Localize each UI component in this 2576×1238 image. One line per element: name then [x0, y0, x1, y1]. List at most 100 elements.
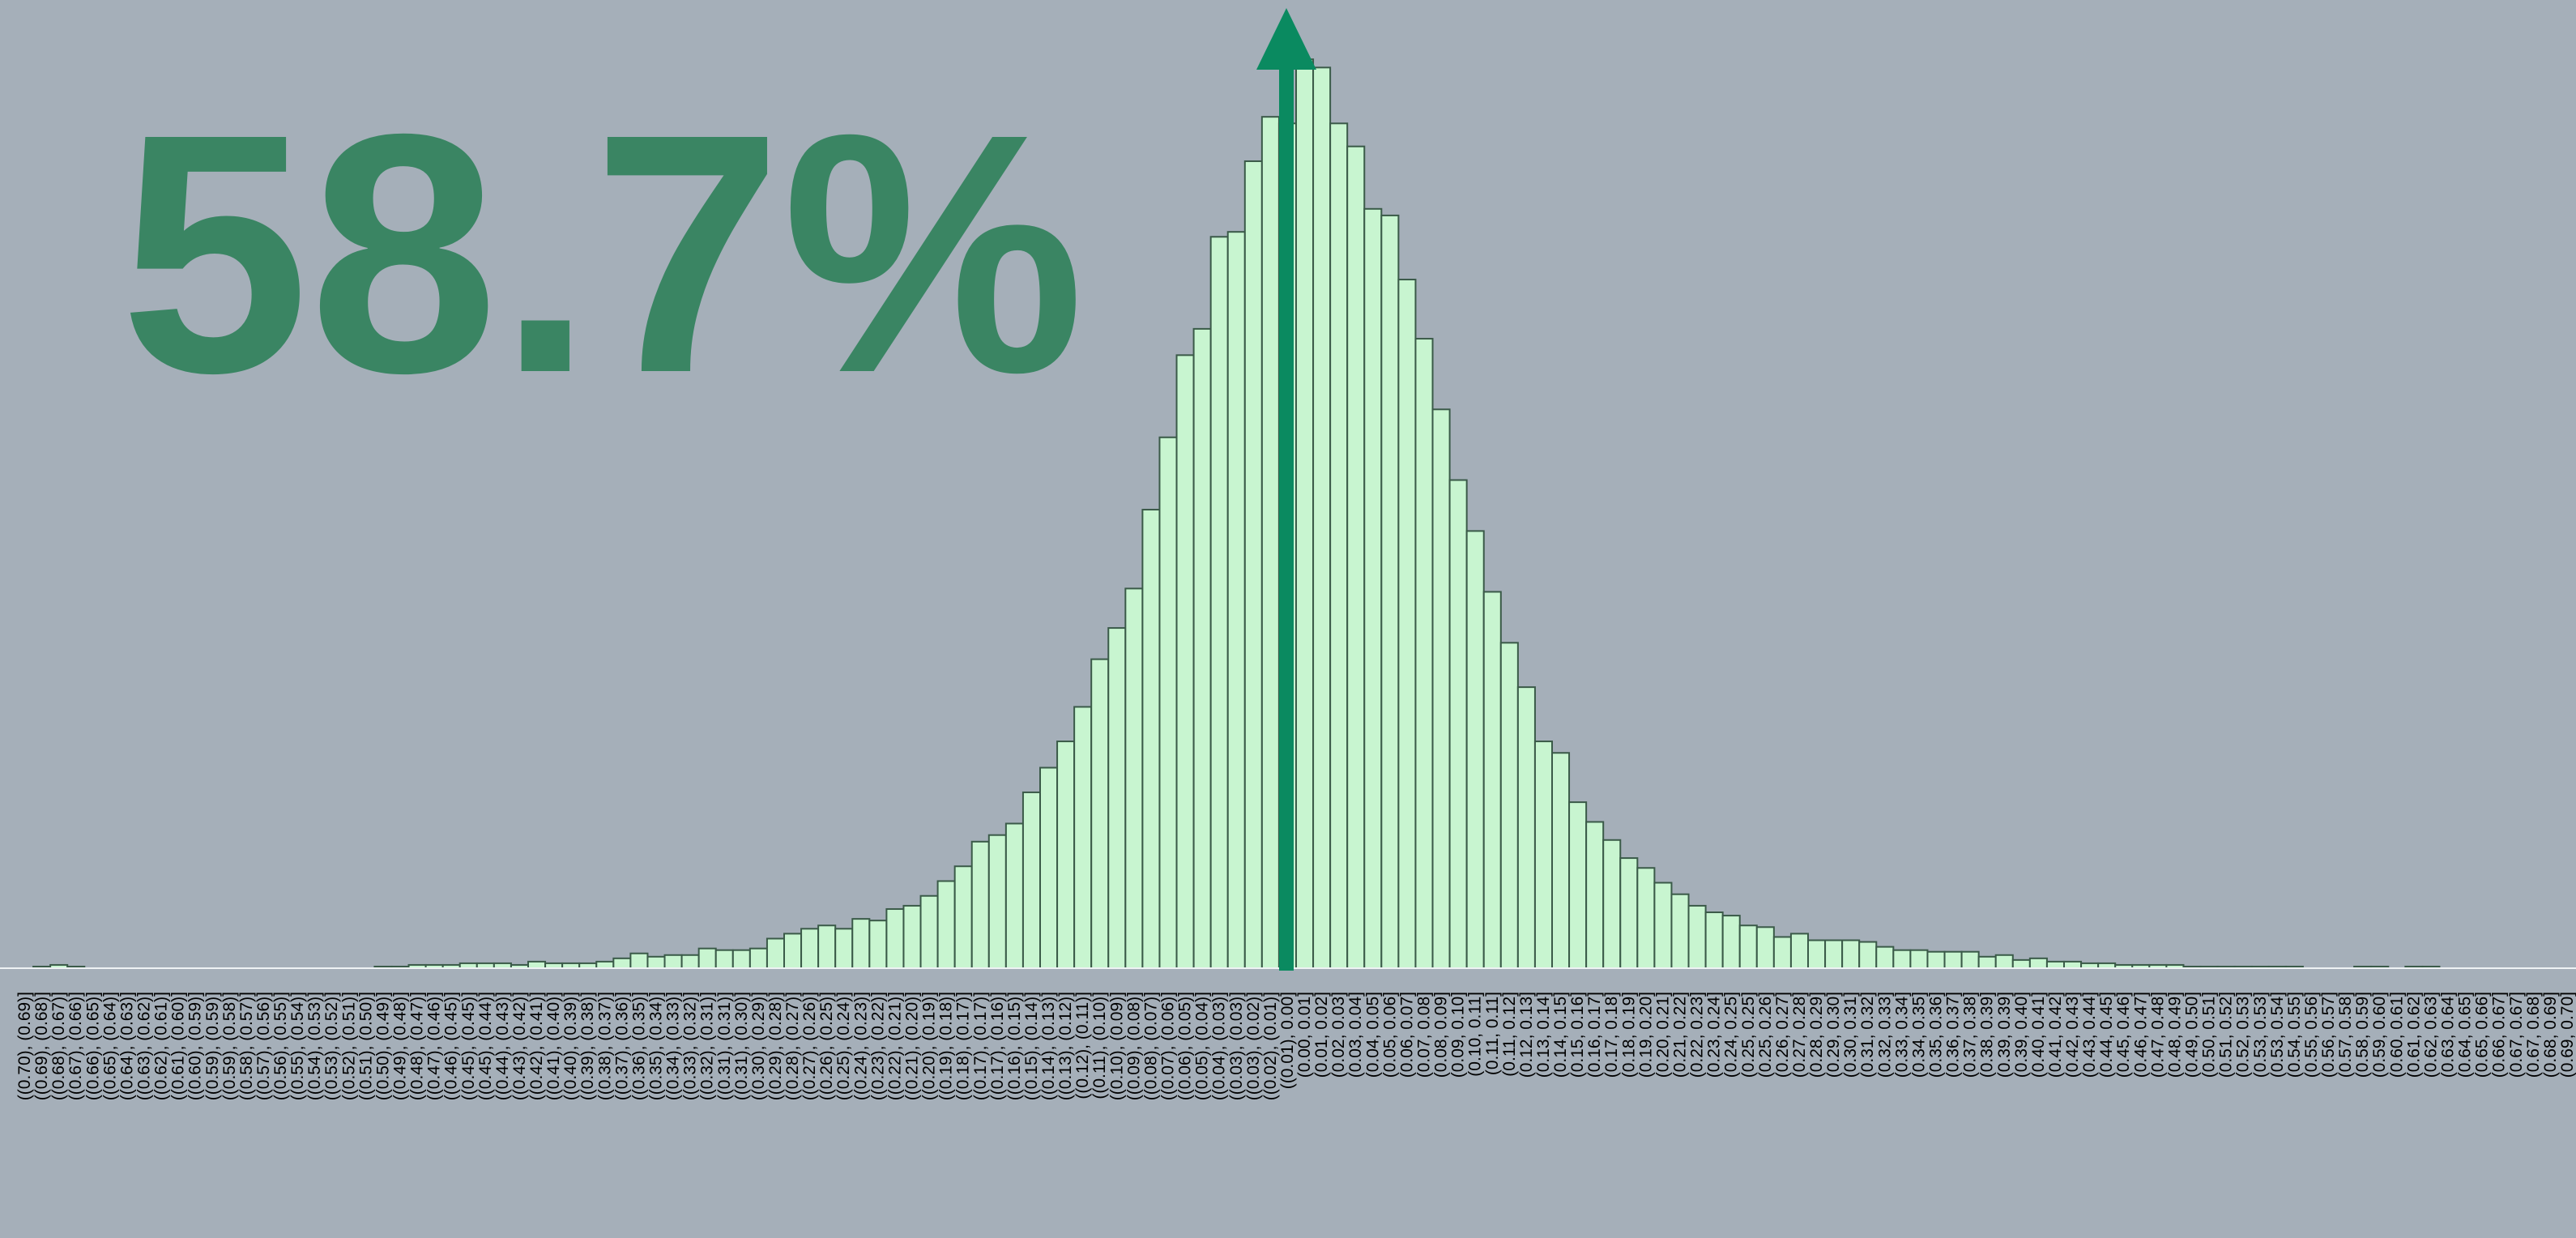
x-tick-label: ((0.55), (0.54)]: [288, 992, 307, 1100]
bar: [1004, 822, 1024, 969]
x-tick-label: ((0.18), (0.17)]: [954, 992, 973, 1100]
bar: [1260, 116, 1280, 970]
x-tick-label: ((0.49), (0.48)]: [391, 992, 410, 1100]
x-tick-label: (0.14, 0.15]: [1551, 992, 1570, 1078]
bar: [1994, 954, 2014, 970]
x-tick-label: ((0.42), (0.41)]: [527, 992, 546, 1100]
x-tick-label: ((0.09), (0.08)]: [1124, 992, 1143, 1100]
x-tick-label: (0.00, 0.01]: [1295, 992, 1314, 1078]
bar: [1858, 941, 1878, 969]
x-tick-label: ((0.54), (0.53)]: [305, 992, 324, 1100]
bar: [663, 954, 683, 970]
bar: [1499, 642, 1519, 969]
x-tick-label: ((0.06), (0.05)]: [1176, 992, 1195, 1100]
bar: [697, 947, 717, 969]
bar: [766, 937, 786, 970]
x-tick-label: ((0.59), (0.58)]: [220, 992, 239, 1100]
bar: [919, 894, 939, 969]
x-tick-label: ((0.32), (0.31)]: [698, 992, 717, 1100]
bar: [1465, 530, 1485, 969]
bar: [2011, 958, 2031, 970]
bar: [595, 960, 615, 970]
arrow-head: [1256, 8, 1316, 70]
x-tick-label: (0.10, 0.11]: [1466, 992, 1485, 1077]
x-tick-label: ((0.33), (0.32)]: [681, 992, 700, 1100]
x-tick-label: ((0.31), (0.30)]: [732, 992, 751, 1100]
x-tick-label: ((0.34), (0.33)]: [664, 992, 683, 1100]
x-tick-label: ((0.11), (0.10)]: [1090, 992, 1109, 1099]
x-tick-label: (0.56, 0.57]: [2319, 992, 2338, 1078]
bar: [2045, 960, 2066, 970]
bar: [680, 954, 700, 970]
bar: [1824, 939, 1844, 969]
x-tick-label: (0.39, 0.40]: [2012, 992, 2031, 1078]
x-tick-label: ((0.03), (0.03)]: [1227, 992, 1246, 1100]
x-tick-label: ((0.24), (0.23)]: [851, 992, 870, 1100]
x-tick-label: (0.68, 0.69]: [2541, 992, 2560, 1078]
x-tick-label: ((0.16), (0.15)]: [1005, 992, 1024, 1100]
bar: [834, 928, 854, 970]
x-tick-label: ((0.45), (0.45)]: [459, 992, 478, 1100]
bar: [731, 949, 751, 969]
x-tick-label: ((0.17), (0.16)]: [988, 992, 1007, 1100]
x-tick-label: ((0.10), (0.09)]: [1107, 992, 1126, 1100]
x-tick-label: (0.35, 0.36]: [1927, 992, 1946, 1078]
bar: [1090, 658, 1110, 970]
x-tick-label: (0.62, 0.63]: [2421, 992, 2440, 1078]
x-tick-label: (0.59, 0.60]: [2370, 992, 2389, 1078]
bar: [1789, 933, 1810, 970]
x-tick-label: (0.43, 0.44]: [2080, 992, 2099, 1078]
x-tick-label: ((0.48), (0.47)]: [408, 992, 427, 1100]
bar: [527, 960, 547, 970]
x-tick-label: (0.15, 0.16]: [1568, 992, 1587, 1078]
x-tick-label: (0.52, 0.53]: [2234, 992, 2253, 1078]
bar: [1158, 436, 1178, 969]
x-tick-label: (0.42, 0.43]: [2063, 992, 2082, 1078]
bar: [1772, 936, 1792, 970]
bar: [1516, 686, 1536, 969]
bar: [953, 865, 973, 969]
x-tick-label: ((0.12), (0.11)]: [1073, 992, 1092, 1099]
x-tick-label: ((0.64), (0.63)]: [117, 992, 136, 1100]
x-tick-label: (0.29, 0.30]: [1824, 992, 1843, 1078]
bar: [1585, 821, 1605, 970]
x-tick-label: ((0.08), (0.07)]: [1141, 992, 1160, 1100]
x-tick-label: (0.07, 0.08]: [1415, 992, 1434, 1078]
x-tick-label: (0.41, 0.42]: [2046, 992, 2065, 1078]
x-tick-label: (0.37, 0.38]: [1961, 992, 1980, 1078]
x-tick-label: ((0.19), (0.18)]: [937, 992, 956, 1100]
bar: [1619, 857, 1639, 969]
x-tick-label: ((0.63), (0.62)]: [135, 992, 154, 1100]
bar: [1329, 122, 1349, 969]
x-tick-label: ((0.07), (0.06)]: [1159, 992, 1178, 1100]
bar: [1551, 752, 1571, 969]
x-tick-label: ((0.47), (0.46)]: [425, 992, 444, 1100]
x-tick-label: ((0.65), (0.64)]: [100, 992, 119, 1100]
x-tick-label: (0.25, 0.25]: [1739, 992, 1758, 1078]
x-tick-label: (0.61, 0.62]: [2404, 992, 2423, 1078]
x-tick-label: (0.54, 0.55]: [2285, 992, 2304, 1078]
bar: [1977, 955, 1997, 970]
bar: [1295, 58, 1315, 970]
x-tick-label: ((0.31), (0.31)]: [715, 992, 734, 1100]
x-tick-label: ((0.68), (0.67)]: [49, 992, 68, 1100]
bar: [1192, 327, 1212, 969]
x-tick-label: ((0.60), (0.59)]: [186, 992, 205, 1100]
x-tick-label: (0.19, 0.20]: [1636, 992, 1655, 1078]
x-tick-label: ((0.57), (0.56)]: [254, 992, 273, 1100]
x-tick-label: (0.33, 0.34]: [1892, 992, 1911, 1078]
x-tick-label: ((0.46), (0.45)]: [442, 992, 461, 1100]
x-tick-label: (0.16, 0.17]: [1585, 992, 1604, 1078]
x-tick-label: ((0.52), (0.51)]: [339, 992, 358, 1100]
x-tick-label: ((0.35), (0.34)]: [647, 992, 666, 1100]
x-tick-label: ((0.67), (0.66)]: [66, 992, 85, 1100]
x-tick-label: (0.04, 0.05]: [1363, 992, 1382, 1078]
bar: [1021, 791, 1042, 970]
bar: [885, 907, 905, 970]
bar: [1687, 904, 1707, 970]
bar: [1533, 741, 1554, 969]
x-tick-label: ((0.30), (0.29)]: [749, 992, 768, 1100]
x-tick-label: ((0.38), (0.37)]: [595, 992, 614, 1100]
x-tick-label: (0.49, 0.50]: [2183, 992, 2202, 1078]
